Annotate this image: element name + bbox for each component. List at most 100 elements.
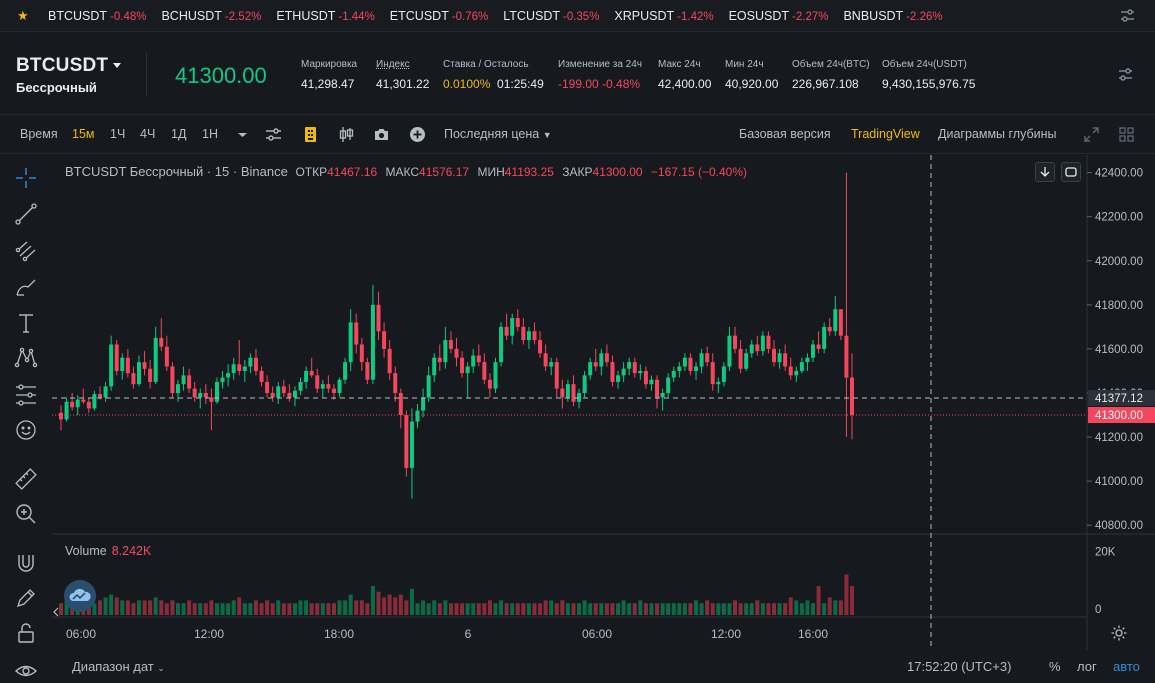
zoom-in-icon[interactable] [14,502,38,526]
date-range-button[interactable]: Диапазон дат ⌄ [72,659,165,674]
candle-body [370,304,375,380]
chart-fullscreen-button[interactable] [1061,162,1081,182]
screenshot-camera-icon[interactable] [373,126,390,143]
ticker-settings-icon[interactable] [1120,9,1135,23]
volume-bar [231,600,236,615]
volume-bar [465,603,470,615]
stat-label[interactable]: Индекс [376,59,410,70]
ticker-item-bchusdt[interactable]: BCHUSDT -2.52% [161,9,261,23]
candle-body [616,375,621,382]
legend-ohlc: ОТКР41467.16 МАКС41576.17 МИН41193.25 ЗА… [295,165,752,179]
ticker-item-xrpusdt[interactable]: XRPUSDT -1.42% [614,9,713,23]
candle-type-icon[interactable] [338,126,355,143]
ticker-item-ethusdt[interactable]: ETHUSDT -1.44% [276,9,374,23]
chart-settings-gear-icon[interactable] [1110,624,1128,642]
candle-body [721,366,726,382]
symbol-caret-icon[interactable] [113,63,121,68]
ticker-item-eosusdt[interactable]: EOSUSDT -2.27% [729,9,829,23]
volume-bar [109,594,114,615]
auto-scale-toggle[interactable]: авто [1113,659,1140,674]
stat-value: 0.0100% 01:25:49 [443,77,544,91]
ticker-symbol: BCHUSDT [161,8,222,23]
candle-body [454,348,459,358]
lock-drawing-icon[interactable] [14,586,38,610]
candle-body [543,353,548,367]
view-tradingview[interactable]: TradingView [851,127,920,141]
text-tool-icon[interactable] [14,311,38,335]
ticker-item-ltcusdt[interactable]: LTCUSDT -0.35% [503,9,599,23]
view-depth[interactable]: Диаграммы глубины [938,127,1057,141]
ticker-change: -2.26% [906,10,943,23]
fullscreen-expand-icon[interactable] [1083,126,1100,143]
header-settings-icon[interactable] [1118,68,1133,82]
volume-legend: Volume 8.242K [65,544,151,558]
indicators-settings-icon[interactable] [265,126,282,143]
log-scale-toggle[interactable]: лог [1077,659,1097,674]
volume-bar [382,597,387,615]
chart-area[interactable]: 42400.00 42200.00 42000.00 41800.00 41600.00… [52,155,1155,683]
volume-bar [270,603,275,615]
candle-body [727,335,732,367]
symbol-selector[interactable]: BTCUSDT Бессрочный [16,55,121,95]
timezone-clock[interactable]: 17:52:20 (UTC+3) [907,659,1012,674]
candle-body [125,357,130,374]
scroll-to-latest-button[interactable] [1035,162,1055,182]
interval-1w[interactable]: 1Н [202,127,218,141]
candle-body [487,379,492,389]
candle-body [437,357,442,363]
volume-bar [643,603,648,615]
ticker-item-bnbusdt[interactable]: BNBUSDT -2.26% [843,9,942,23]
candle-body [766,335,771,349]
header-divider [146,52,147,96]
candlestick-chart[interactable]: 42400.00 42200.00 42000.00 41800.00 41600.00… [52,155,1155,683]
collapse-panel-icon[interactable] [52,607,60,617]
ticker-change: -1.44% [338,10,375,23]
view-basic[interactable]: Базовая версия [739,127,831,141]
symbol-name[interactable]: BTCUSDT [16,55,109,76]
trend-line-icon[interactable] [14,202,38,226]
price-axis[interactable]: 42400.00 42200.00 42000.00 41800.00 41600.00… [1087,168,1155,616]
favorites-star-icon[interactable]: ★ [17,8,29,23]
pattern-tool-icon[interactable] [14,345,38,369]
candle-body [760,335,765,352]
indicators-icon[interactable] [302,126,319,143]
volume-bar [376,591,381,615]
volume-bar [120,600,125,615]
volume-bar [136,600,141,615]
candle-body [772,348,777,363]
time-tick-label: 06:00 [582,627,612,641]
magnet-icon[interactable] [14,551,38,575]
interval-1h[interactable]: 1Ч [110,127,126,141]
fib-channel-icon[interactable] [14,239,38,263]
add-plus-icon[interactable] [409,126,426,143]
ruler-icon[interactable] [14,467,38,491]
volume-bar [794,600,799,615]
volume-bar [816,585,821,615]
time-tick-label: 18:00 [324,627,354,641]
volume-bar [326,603,331,615]
layout-grid-icon[interactable] [1118,126,1135,143]
ticker-item-etcusdt[interactable]: ETCUSDT -0.76% [390,9,488,23]
visibility-eye-icon[interactable] [14,659,38,683]
prediction-tool-icon[interactable] [14,383,38,407]
candle-body [242,366,247,371]
lock-icon[interactable] [14,621,38,645]
stat-24h-volume-btc: Объем 24ч(BTC) 226,967.108 [792,59,870,91]
ticker-change: -0.76% [451,10,489,23]
volume-bar [92,603,97,615]
interval-1d[interactable]: 1Д [171,127,187,141]
interval-15m[interactable]: 15м [72,127,95,141]
crosshair-icon[interactable] [14,166,38,190]
time-label: Время [20,127,58,141]
more-intervals-caret-icon[interactable] [234,126,251,143]
funding-rate-value: 0.0100% [443,77,491,91]
price-type-select[interactable]: Последняя цена ▼ [444,127,552,141]
emoji-icon[interactable] [14,418,38,442]
time-axis[interactable]: 06:00 12:00 18:00 6 06:00 12:00 16:00 [66,627,828,641]
tradingview-logo[interactable] [64,580,96,612]
candle-body [677,366,682,371]
ticker-item-btcusdt[interactable]: BTCUSDT -0.48% [48,9,146,23]
interval-4h[interactable]: 4Ч [140,127,156,141]
percent-scale-toggle[interactable]: % [1049,659,1061,674]
brush-icon[interactable] [14,275,38,299]
